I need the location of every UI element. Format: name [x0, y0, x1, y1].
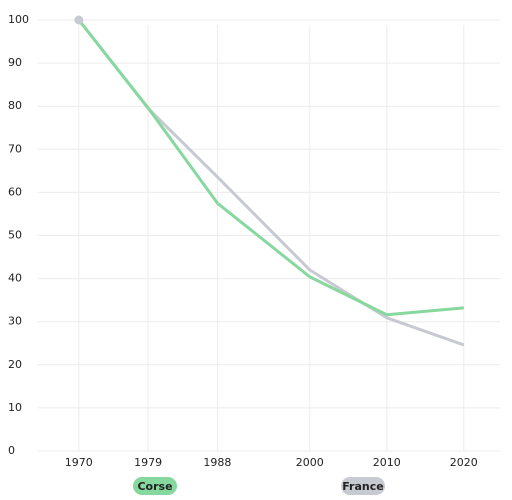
legend-item[interactable]: France: [341, 477, 385, 495]
y-tick-label: 60: [8, 185, 22, 198]
legend-label: France: [342, 480, 383, 493]
y-tick-label: 0: [8, 444, 15, 457]
y-tick-label: 30: [8, 315, 22, 328]
y-tick-label: 100: [8, 13, 29, 26]
point: [74, 15, 84, 25]
x-tick-label: 2000: [296, 456, 324, 469]
x-tick-label: 2010: [373, 456, 401, 469]
x-tick-label: 1979: [134, 456, 162, 469]
x-tick-label: 2020: [450, 456, 478, 469]
y-tick-label: 80: [8, 99, 22, 112]
y-tick-label: 50: [8, 229, 22, 242]
y-tick-label: 20: [8, 358, 22, 371]
legend-pill: [133, 477, 177, 495]
series-line: [77, 19, 464, 317]
y-tick-label: 90: [8, 56, 22, 69]
legend-label: Corse: [137, 480, 172, 493]
x-tick-label: 1988: [203, 456, 231, 469]
x-tick-label: 1970: [65, 456, 93, 469]
y-tick-label: 70: [8, 142, 22, 155]
legend-item[interactable]: Corse: [133, 477, 177, 495]
y-tick-label: 40: [8, 272, 22, 285]
y-tick-label: 10: [8, 401, 22, 414]
series-line: [77, 19, 465, 347]
legend-pill: [341, 477, 385, 495]
